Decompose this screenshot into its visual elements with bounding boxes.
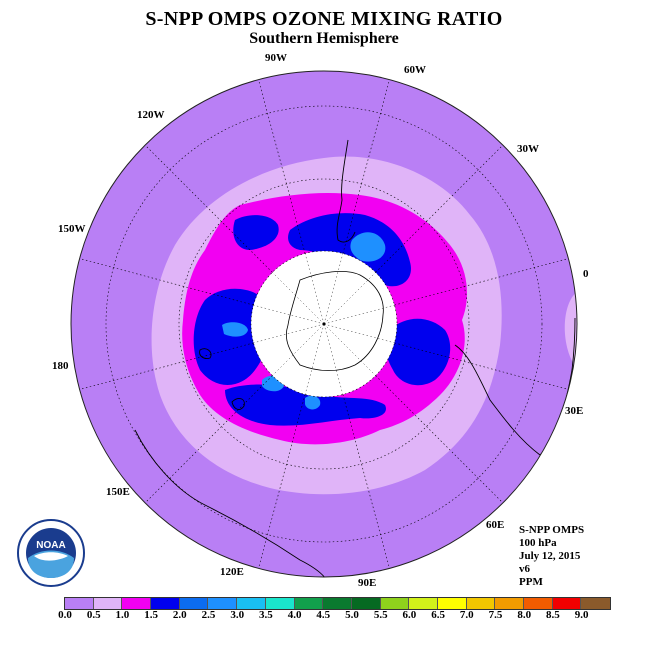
blue-region-east [385, 318, 451, 386]
longitude-label: 0 [583, 268, 589, 280]
meridian-inner-line [272, 323, 325, 376]
longitude-label: 30E [565, 405, 584, 417]
noaa-logo-text: NOAA [36, 540, 65, 551]
meta-level: 100 hPa [519, 537, 557, 549]
colorbar-segment [65, 598, 94, 609]
south-america-coast [336, 139, 356, 243]
colorbar [64, 597, 612, 610]
east-ring-patch [564, 290, 577, 370]
colorbar-tick-label: 9.0 [574, 609, 589, 621]
colorbar-tick-label: 1.5 [144, 609, 158, 621]
colorbar-tick-label: 7.0 [459, 609, 474, 621]
colorbar-tick-label: 5.0 [345, 609, 359, 621]
colorbar-segment [351, 598, 381, 609]
lightblue-patch-north [350, 232, 386, 262]
colorbar-segment [323, 598, 352, 609]
colorbar-segment [265, 598, 295, 609]
meta-date: July 12, 2015 [519, 550, 581, 562]
colorbar-tick-label: 5.5 [373, 609, 388, 621]
colorbar-segment [409, 598, 438, 609]
colorbar-tick-label: 0.0 [58, 609, 72, 621]
colorbar-segment [93, 598, 123, 609]
map-subtitle: Southern Hemisphere [249, 30, 399, 47]
colorbar-segment [466, 598, 496, 609]
colorbar-tick-label: 3.0 [230, 609, 245, 621]
meridian-inner-line [323, 323, 395, 344]
longitude-label: 120E [220, 566, 244, 578]
new-zealand-coast [199, 348, 245, 410]
colorbar-tick-label: 3.5 [259, 609, 273, 621]
colorbar-segment [237, 598, 266, 609]
meridian-inner-line [323, 323, 344, 395]
noaa-logo: NOAA [16, 518, 86, 593]
colorbar-segment [437, 598, 467, 609]
longitude-label: 90E [358, 577, 377, 589]
longitude-grid [79, 79, 569, 569]
longitude-label: 150W [58, 223, 86, 235]
blue-region-north [288, 213, 411, 287]
antarctica-outline [285, 270, 384, 372]
latitude-grid [105, 105, 543, 543]
colorbar-segment [179, 598, 209, 609]
meta-info: S-NPP OMPS 100 hPa July 12, 2015 v6 PPM [519, 524, 584, 589]
longitude-label: 180 [52, 360, 69, 372]
blue-region-west [193, 288, 271, 385]
colorbar-segment [294, 598, 324, 609]
lightblue-patch-west [222, 322, 248, 337]
meridian-inner-line [323, 323, 376, 376]
colorbar-tick-label: 4.0 [287, 609, 302, 621]
colorbar-segment [380, 598, 410, 609]
meta-units: PPM [519, 576, 543, 588]
colorbar-tick-label: 6.0 [402, 609, 417, 621]
meridian-inner-line [304, 253, 325, 325]
colorbar-tick-label: 1.0 [115, 609, 130, 621]
longitude-label: 120W [137, 109, 165, 121]
colorbar-segment [208, 598, 238, 609]
colorbar-tick-label: 8.5 [546, 609, 560, 621]
noaa-emblem-icon: NOAA [17, 519, 85, 587]
colorbar-tick-label: 6.5 [431, 609, 445, 621]
longitude-label: 90W [265, 52, 287, 64]
lightblue-patch-se [305, 395, 321, 410]
meridian-inner-line [323, 253, 344, 325]
colorbar-segment [524, 598, 553, 609]
australia-coast [134, 429, 331, 577]
pole-dot [322, 322, 326, 326]
longitude-label: 60W [404, 64, 426, 76]
colorbar-tick-label: 2.5 [201, 609, 216, 621]
meta-instrument: S-NPP OMPS [519, 524, 585, 536]
longitude-label: 150E [106, 486, 130, 498]
colorbar-segment [151, 598, 180, 609]
colorbar-segment [552, 598, 582, 609]
map-border [70, 70, 578, 578]
colorbar-tick-label: 8.0 [517, 609, 532, 621]
longitude-label: 30W [517, 143, 539, 155]
colorbar-segment [581, 598, 611, 609]
meridian-inner-line [323, 272, 376, 325]
colorbar-segment [122, 598, 152, 609]
colorbar-tick-label: 4.5 [316, 609, 331, 621]
meridian-inner-line [323, 304, 395, 325]
meridian-inner-line [304, 323, 325, 395]
blue-region-nw [233, 215, 279, 250]
colorbar-tick-label: 2.0 [172, 609, 187, 621]
map-title: S-NPP OMPS OZONE MIXING RATIO [145, 8, 503, 30]
colorbar-tick-label: 0.5 [86, 609, 101, 621]
colorbar-tick-label: 7.5 [488, 609, 503, 621]
meta-version: v6 [519, 563, 530, 575]
colorbar-segment [495, 598, 524, 609]
meridian-inner-line [253, 304, 325, 325]
meridian-inner-line [253, 323, 325, 344]
longitude-label: 60E [486, 519, 505, 531]
meridian-inner-line [272, 272, 325, 325]
